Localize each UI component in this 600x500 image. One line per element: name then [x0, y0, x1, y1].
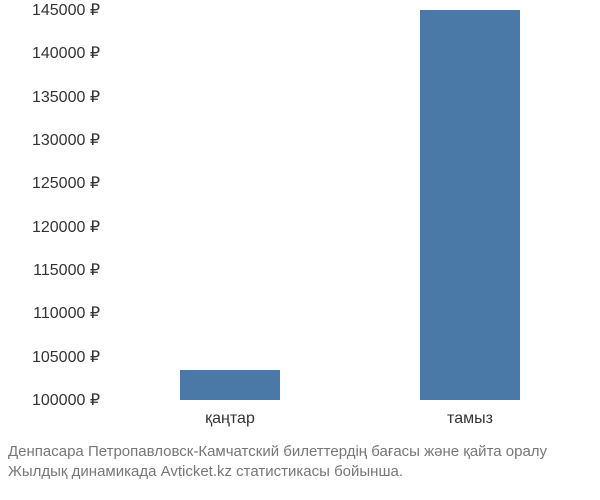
- y-tick-label: 105000 ₽: [32, 347, 100, 367]
- x-axis: қаңтар тамыз: [110, 405, 590, 435]
- y-axis: 100000 ₽105000 ₽110000 ₽115000 ₽120000 ₽…: [0, 10, 105, 400]
- plot-area: [110, 10, 590, 400]
- bars-group: [110, 10, 590, 400]
- price-chart: 100000 ₽ 105000 ₽ 110000 ₽ 115000 ₽ 120000 ₽…: [0, 0, 600, 500]
- chart-caption: Денпасара Петропавловск-Камчатский билет…: [8, 442, 600, 483]
- bar: [180, 370, 281, 400]
- y-tick-label: 115000 ₽: [33, 260, 100, 280]
- caption-line-2: Жылдық динамикада Avticket.kz статистика…: [8, 462, 600, 482]
- y-tick-label: 145000 ₽: [32, 0, 100, 20]
- bar: [420, 10, 521, 400]
- caption-line-1: Денпасара Петропавловск-Камчатский билет…: [8, 442, 600, 462]
- y-tick-label: 100000 ₽: [32, 390, 100, 410]
- y-tick-label: 135000 ₽: [32, 87, 100, 107]
- y-tick-label: 125000 ₽: [32, 173, 100, 193]
- y-tick-label: 120000 ₽: [32, 217, 100, 237]
- y-tick-label: 110000 ₽: [33, 303, 100, 323]
- y-tick-label: 130000 ₽: [32, 130, 100, 150]
- x-tick-label: тамыз: [447, 410, 493, 428]
- x-tick-label: қаңтар: [205, 410, 255, 428]
- y-tick-label: 140000 ₽: [32, 43, 100, 63]
